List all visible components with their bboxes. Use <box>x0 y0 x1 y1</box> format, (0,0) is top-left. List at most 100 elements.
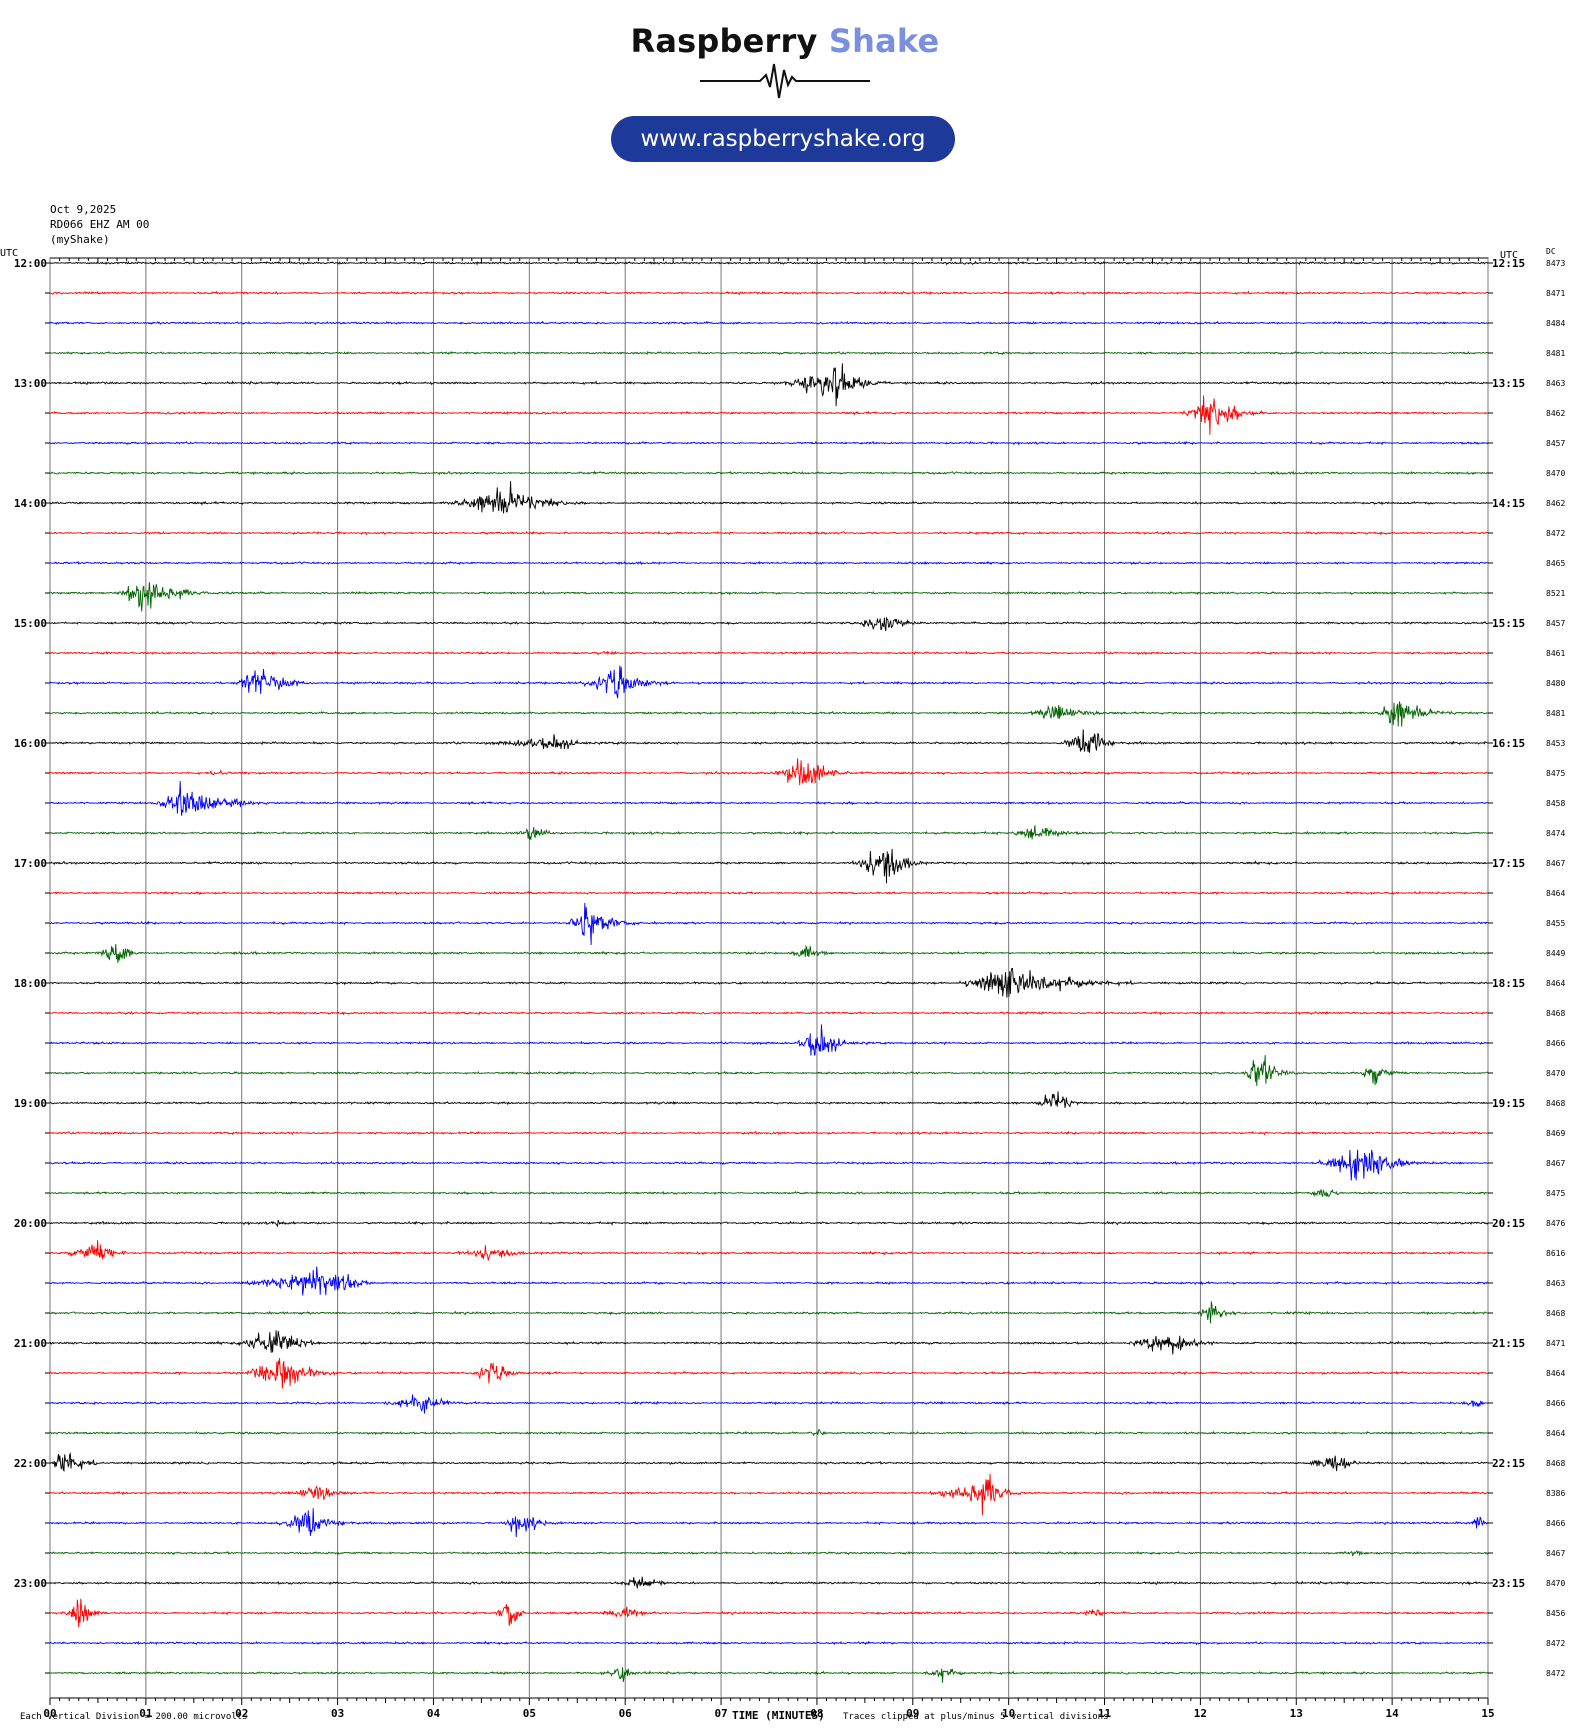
trace-row <box>49 1010 1489 1016</box>
dc-value: 8462 <box>1546 409 1565 418</box>
hour-label-left: 17:00 <box>14 857 47 870</box>
trace-row <box>49 1301 1488 1324</box>
dc-value: 8471 <box>1546 289 1565 298</box>
hour-label-right: 19:15 <box>1492 1097 1525 1110</box>
trace-row <box>49 780 1488 816</box>
trace-row <box>49 1508 1489 1538</box>
x-tick-label: 03 <box>331 1707 344 1720</box>
hour-label-left: 12:00 <box>14 257 47 270</box>
trace-row <box>49 1024 1489 1057</box>
dc-value: 8484 <box>1546 319 1565 328</box>
hour-label-right: 18:15 <box>1492 977 1525 990</box>
dc-value: 8475 <box>1546 1189 1565 1198</box>
trace-row <box>49 650 1489 656</box>
trace-row <box>49 1266 1489 1296</box>
x-tick-label: 13 <box>1290 1707 1303 1720</box>
hour-label-left: 16:00 <box>14 737 47 750</box>
trace-row <box>49 1358 1488 1389</box>
dc-header: DC <box>1546 247 1556 256</box>
trace-row <box>49 470 1489 476</box>
trace-row <box>49 395 1488 435</box>
dc-value: 8470 <box>1546 469 1565 478</box>
x-tick-label: 11 <box>1098 1707 1112 1720</box>
hour-label-left: 22:00 <box>14 1457 47 1470</box>
x-tick-label: 10 <box>1002 1707 1015 1720</box>
trace-row <box>49 943 1489 964</box>
dc-value: 8464 <box>1546 979 1565 988</box>
dc-value: 8467 <box>1546 1159 1565 1168</box>
hour-label-left: 21:00 <box>14 1337 47 1350</box>
trace-layer <box>49 260 1489 1683</box>
dc-value: 8463 <box>1546 1279 1565 1288</box>
x-tick-label: 00 <box>43 1707 56 1720</box>
scale-note: Each Vertical Division = 200.00 microvol… <box>20 1712 248 1722</box>
dc-value: 8469 <box>1546 1129 1565 1138</box>
dc-value: 8468 <box>1546 1099 1565 1108</box>
trace-row <box>49 1550 1489 1557</box>
trace-row <box>49 1055 1489 1086</box>
dc-value: 8472 <box>1546 529 1565 538</box>
trace-row <box>49 1429 1488 1437</box>
trace-row <box>49 825 1489 840</box>
dc-value: 8474 <box>1546 829 1565 838</box>
hour-label-right: 14:15 <box>1492 497 1525 510</box>
trace-row <box>49 1219 1489 1228</box>
hour-label-left: 19:00 <box>14 1097 47 1110</box>
trace-row <box>49 1240 1488 1261</box>
x-tick-label: 07 <box>714 1707 727 1720</box>
hour-label-right: 17:15 <box>1492 857 1525 870</box>
trace-row <box>49 1640 1489 1646</box>
trace-row <box>49 260 1489 266</box>
x-tick-label: 08 <box>810 1707 823 1720</box>
hour-label-left: 23:00 <box>14 1577 47 1590</box>
dc-value: 8464 <box>1546 1429 1565 1438</box>
hour-label-right: 20:15 <box>1492 1217 1525 1230</box>
dc-value: 8473 <box>1546 259 1565 268</box>
trace-row <box>49 1149 1488 1181</box>
x-tick-label: 12 <box>1194 1707 1207 1720</box>
dc-value: 8462 <box>1546 499 1565 508</box>
brand-title-part1: Raspberry <box>630 22 818 60</box>
dc-value: 8449 <box>1546 949 1565 958</box>
x-tick-label: 15 <box>1481 1707 1494 1720</box>
hour-label-left: 20:00 <box>14 1217 47 1230</box>
dc-value: 8466 <box>1546 1519 1565 1528</box>
left-axis-title: UTC <box>0 248 18 259</box>
dc-value: 8471 <box>1546 1339 1565 1348</box>
x-tick-label: 06 <box>619 1707 633 1720</box>
dc-value: 8457 <box>1546 439 1565 448</box>
dc-value: 8468 <box>1546 1459 1565 1468</box>
trace-row <box>49 1091 1488 1108</box>
hour-label-right: 23:15 <box>1492 1577 1525 1590</box>
brand-title-part2: Shake <box>828 22 940 60</box>
x-tick-label: 04 <box>427 1707 441 1720</box>
trace-row <box>49 560 1488 566</box>
dc-value: 8521 <box>1546 589 1565 598</box>
hour-label-right: 13:15 <box>1492 377 1525 390</box>
hour-label-right: 12:15 <box>1492 257 1525 270</box>
website-link[interactable]: www.raspberryshake.org <box>611 116 955 162</box>
trace-row <box>49 758 1488 786</box>
trace-row <box>49 1330 1488 1355</box>
dc-value: 8480 <box>1546 679 1565 688</box>
dc-value: 8476 <box>1546 1219 1565 1228</box>
trace-row <box>49 1473 1488 1516</box>
trace-row <box>49 616 1488 632</box>
dc-value: 8616 <box>1546 1249 1565 1258</box>
dc-value: 8466 <box>1546 1039 1565 1048</box>
trace-row <box>49 729 1489 753</box>
trace-row <box>49 890 1488 896</box>
seismograph-wave-icon <box>700 63 870 99</box>
trace-row <box>49 967 1489 998</box>
dc-value: 8458 <box>1546 799 1565 808</box>
dc-value: 8461 <box>1546 649 1565 658</box>
x-tick-label: 01 <box>139 1707 153 1720</box>
hour-label-right: 15:15 <box>1492 617 1525 630</box>
trace-row <box>49 665 1488 699</box>
trace-row <box>49 350 1489 356</box>
trace-row <box>49 1394 1489 1414</box>
trace-row <box>49 1130 1488 1136</box>
trace-row <box>49 290 1488 296</box>
hour-label-left: 15:00 <box>14 617 47 630</box>
